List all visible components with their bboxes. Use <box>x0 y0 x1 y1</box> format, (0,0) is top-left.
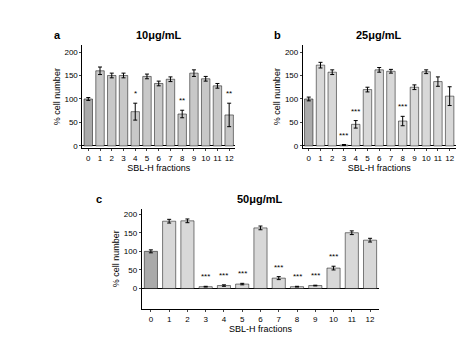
svg-text:3: 3 <box>121 154 126 163</box>
svg-text:12: 12 <box>445 154 454 163</box>
svg-text:8: 8 <box>180 154 185 163</box>
svg-text:150: 150 <box>285 71 299 80</box>
svg-text:***: *** <box>238 269 247 278</box>
svg-text:9: 9 <box>412 154 417 163</box>
svg-text:0: 0 <box>294 142 299 151</box>
svg-text:***: *** <box>311 271 320 280</box>
svg-text:150: 150 <box>124 229 138 238</box>
svg-text:**: ** <box>226 89 232 98</box>
svg-text:100: 100 <box>64 95 78 104</box>
svg-text:200: 200 <box>285 48 299 57</box>
svg-text:***: *** <box>351 107 360 116</box>
svg-text:3: 3 <box>342 154 347 163</box>
svg-text:***: *** <box>201 272 210 281</box>
svg-text:6: 6 <box>156 154 161 163</box>
svg-text:0: 0 <box>73 142 78 151</box>
svg-text:7: 7 <box>168 154 173 163</box>
svg-text:11: 11 <box>213 154 222 163</box>
svg-text:SBL-H fractions: SBL-H fractions <box>229 324 293 334</box>
svg-text:5: 5 <box>145 154 150 163</box>
svg-text:5: 5 <box>240 315 245 324</box>
svg-text:1: 1 <box>98 154 103 163</box>
svg-text:50: 50 <box>128 266 137 275</box>
svg-text:3: 3 <box>203 315 208 324</box>
svg-text:10: 10 <box>201 154 210 163</box>
svg-text:9: 9 <box>192 154 197 163</box>
svg-text:**: ** <box>179 96 185 105</box>
svg-text:50: 50 <box>289 118 298 127</box>
svg-text:1: 1 <box>167 315 172 324</box>
svg-text:4: 4 <box>133 154 138 163</box>
svg-text:c: c <box>96 193 102 205</box>
svg-text:50μg/mL: 50μg/mL <box>237 193 283 205</box>
svg-text:***: *** <box>329 252 338 261</box>
svg-text:10: 10 <box>422 154 431 163</box>
svg-text:***: *** <box>293 272 302 281</box>
svg-text:50: 50 <box>69 118 78 127</box>
svg-text:25μg/mL: 25μg/mL <box>356 29 402 41</box>
svg-text:1: 1 <box>318 154 323 163</box>
svg-text:***: *** <box>274 263 283 272</box>
svg-text:200: 200 <box>124 210 138 219</box>
svg-text:10: 10 <box>329 315 338 324</box>
svg-text:0: 0 <box>307 154 312 163</box>
svg-text:12: 12 <box>225 154 234 163</box>
svg-text:200: 200 <box>64 48 78 57</box>
svg-text:a: a <box>54 29 61 41</box>
svg-text:b: b <box>274 29 281 41</box>
svg-text:150: 150 <box>64 71 78 80</box>
svg-text:8: 8 <box>400 154 405 163</box>
svg-text:100: 100 <box>124 247 138 256</box>
svg-text:***: *** <box>398 102 407 111</box>
svg-text:2: 2 <box>185 315 190 324</box>
svg-text:0: 0 <box>133 284 138 293</box>
svg-text:% cell number: % cell number <box>272 68 282 125</box>
svg-text:12: 12 <box>366 315 375 324</box>
svg-text:SBL-H fractions: SBL-H fractions <box>127 163 191 173</box>
svg-text:4: 4 <box>222 315 227 324</box>
svg-text:SBL-H fractions: SBL-H fractions <box>348 163 412 173</box>
svg-text:5: 5 <box>365 154 370 163</box>
svg-text:4: 4 <box>353 154 358 163</box>
svg-text:0: 0 <box>149 315 154 324</box>
svg-text:6: 6 <box>258 315 263 324</box>
svg-text:***: *** <box>219 271 228 280</box>
svg-text:100: 100 <box>285 95 299 104</box>
svg-text:*: * <box>134 89 137 98</box>
svg-text:10μg/mL: 10μg/mL <box>136 29 182 41</box>
svg-text:***: *** <box>339 131 348 140</box>
svg-text:0: 0 <box>86 154 91 163</box>
svg-text:7: 7 <box>277 315 282 324</box>
svg-text:% cell number: % cell number <box>52 68 62 125</box>
svg-text:11: 11 <box>348 315 357 324</box>
svg-text:9: 9 <box>313 315 318 324</box>
svg-text:6: 6 <box>377 154 382 163</box>
svg-text:2: 2 <box>110 154 115 163</box>
svg-text:% cell number: % cell number <box>111 230 121 287</box>
svg-text:7: 7 <box>389 154 394 163</box>
svg-text:11: 11 <box>434 154 443 163</box>
svg-text:8: 8 <box>295 315 300 324</box>
svg-text:2: 2 <box>330 154 335 163</box>
